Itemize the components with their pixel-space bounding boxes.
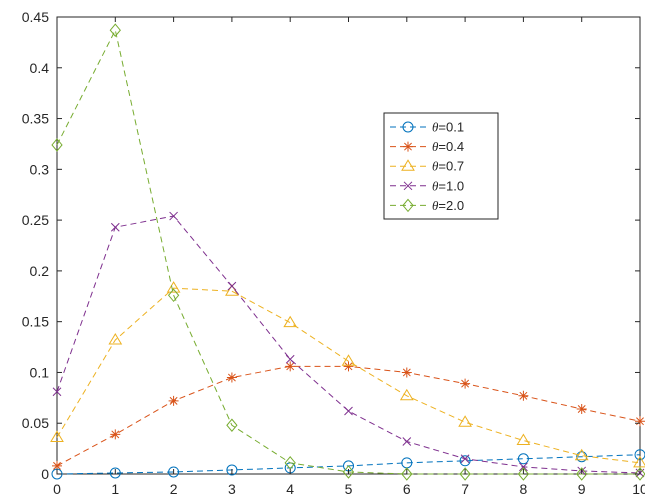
data-point [168,466,180,478]
data-point [459,467,471,481]
series-line [56,287,641,464]
legend: θ=0.1 θ=0.4 θ=0.7 θ=1.0 θ=2.0 [383,112,499,220]
legend-marker [403,141,413,152]
x-tick-label: 5 [345,481,353,497]
data-point [50,430,64,442]
y-tick-label: 0.35 [22,111,49,127]
data-point [574,448,589,461]
x-tick-label: 6 [403,481,411,497]
data-point [576,467,588,481]
y-tick-label: 0.3 [30,161,50,177]
legend-entry: θ=0.1 [390,120,464,135]
y-tick-label: 0.05 [22,415,49,431]
data-point [344,406,353,416]
legend-marker [402,198,414,213]
data-point [226,372,237,383]
data-point [402,437,412,446]
data-point [110,222,120,232]
data-point [518,390,529,401]
data-point [633,455,645,468]
data-point [342,465,355,479]
data-point [166,281,181,293]
data-point [460,454,470,464]
data-point [343,361,354,372]
data-point [460,378,471,389]
legend-marker [401,159,415,171]
data-point [109,467,121,479]
data-point [459,455,471,467]
y-tick-label: 0.45 [22,9,49,25]
data-point [52,387,62,397]
legend-box [383,112,499,220]
legend-label: θ=2.0 [432,198,464,213]
legend-label: θ=0.7 [432,159,464,174]
y-tick-label: 0.25 [22,212,49,228]
legend-marker [402,121,414,133]
x-tick-label: 2 [170,481,178,497]
data-point [226,464,238,476]
x-tick-label: 4 [286,481,294,497]
axis-ticks [56,16,641,475]
data-point [168,395,179,406]
y-tick-label: 0.15 [22,314,49,330]
data-point [285,361,296,372]
data-point [284,456,296,470]
x-tick-label: 7 [461,481,469,497]
y-tick-label: 0.2 [30,263,50,279]
y-tick-label: 0 [41,466,49,482]
legend-entry: θ=0.4 [390,139,464,154]
x-tick-label: 3 [228,481,236,497]
data-point [517,467,530,481]
data-point [108,332,123,345]
data-point [110,429,121,440]
data-point [516,433,531,445]
legend-label: θ=0.4 [432,139,464,154]
data-point [52,460,62,471]
legend-marker [403,181,413,191]
data-point [227,281,237,291]
legend-label: θ=1.0 [432,178,464,193]
data-point [576,404,587,415]
data-point [519,462,528,472]
series-line [56,215,641,474]
series-2 [50,281,645,468]
data-point [399,388,414,401]
data-point [458,415,472,427]
data-point [635,416,645,427]
x-tick-label: 1 [111,481,119,497]
legend-label: θ=0.1 [432,120,464,135]
data-point [169,211,178,221]
data-point [634,467,645,481]
data-point [283,315,298,328]
data-point [109,23,121,37]
data-point [341,354,356,366]
data-point [401,467,413,481]
series-1 [52,361,645,471]
data-point [226,418,238,433]
data-point [51,138,63,152]
data-point [634,449,645,461]
series-3 [52,211,645,478]
axis-tick-labels: 0 1 2 3 4 5 6 7 8 9 10 0 0.05 0.1 0.15 0.2 0.25 0.3 0.35 0.… [22,9,645,497]
y-tick-label: 0.4 [30,60,50,76]
x-tick-label: 0 [53,481,61,497]
legend-entry: θ=0.7 [390,159,464,174]
legend-entry: θ=1.0 [390,178,464,193]
data-point [401,367,412,378]
x-tick-label: 8 [520,481,528,497]
plot-area [56,16,641,475]
y-tick-label: 0.1 [30,364,50,380]
x-tick-label: 10 [632,481,645,497]
data-point [285,354,295,364]
data-point [517,453,529,465]
x-tick-label: 9 [578,481,586,497]
legend-entry: θ=2.0 [390,198,464,213]
data-point [167,288,180,303]
